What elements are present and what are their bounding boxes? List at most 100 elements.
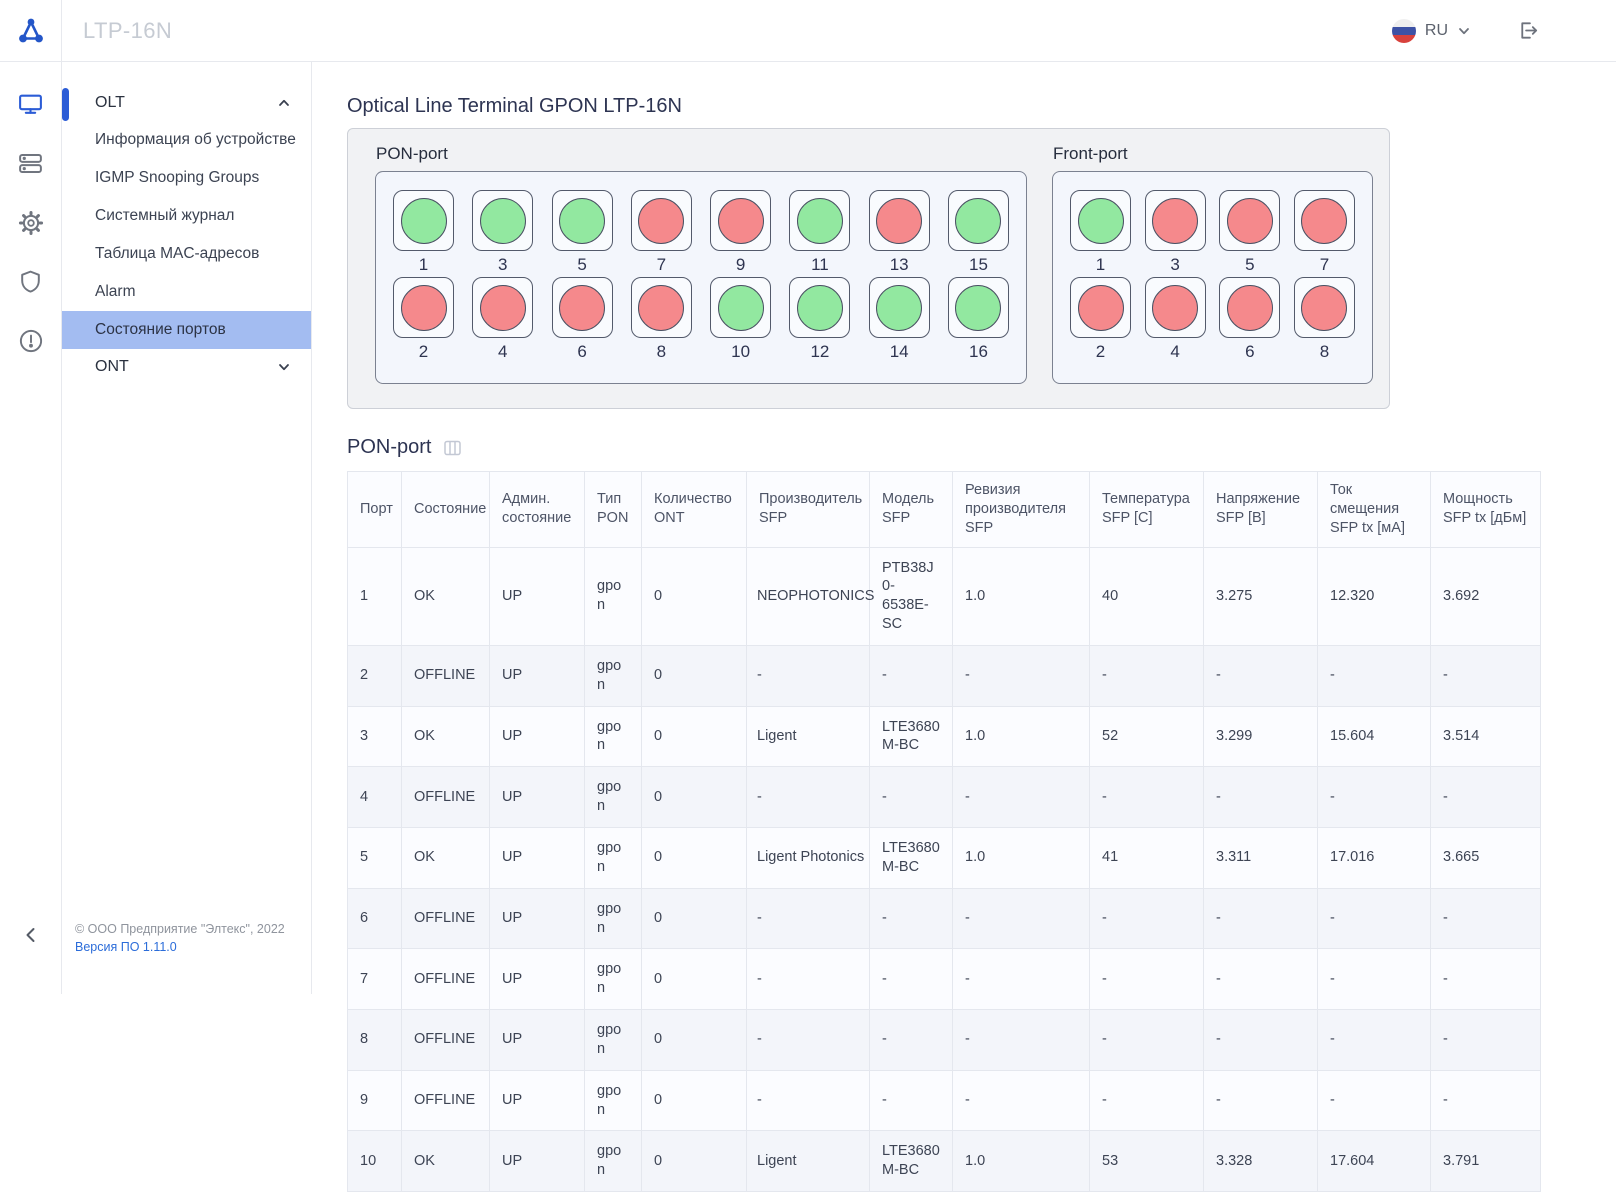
front-port-7: 7 xyxy=(1293,190,1355,277)
firmware-version-link[interactable]: Версия ПО 1.11.0 xyxy=(75,939,177,954)
logo-cell xyxy=(0,0,62,62)
port-number: 16 xyxy=(969,342,988,361)
port-number: 13 xyxy=(889,255,909,274)
table-cell: 3.791 xyxy=(1430,1130,1541,1192)
menu-section-olt[interactable]: OLT xyxy=(62,85,311,121)
table-cell: gpon xyxy=(584,546,642,646)
table-cell: OK xyxy=(401,546,490,646)
table-cell: UP xyxy=(489,826,585,889)
sidebar-item-system-log[interactable]: Системный журнал xyxy=(95,207,235,224)
table-cell: - xyxy=(1203,887,1318,950)
pon-port-15: 15 xyxy=(947,190,1009,277)
ports-overview-panel: PON-port 1 3 5 7 9 11 13 15 2 4 6 8 10 12 14 16 Front-p… xyxy=(347,128,1390,409)
table-cell: - xyxy=(952,1069,1090,1132)
front-port-4: 4 xyxy=(1144,277,1206,364)
table-cell: 0 xyxy=(641,766,747,828)
rail-item-settings[interactable] xyxy=(0,193,61,252)
language-label: RU xyxy=(1424,21,1448,39)
table-cell: 3.328 xyxy=(1203,1130,1318,1192)
table-cell: - xyxy=(869,1069,953,1132)
menu-section-ont[interactable]: ONT xyxy=(62,349,311,385)
table-cell: 4 xyxy=(347,766,402,828)
table-cell: UP xyxy=(489,1130,585,1192)
language-selector[interactable]: RU xyxy=(1391,18,1471,43)
table-cell: - xyxy=(1317,644,1431,707)
pon-port-14: 14 xyxy=(868,277,930,364)
port-led-green xyxy=(955,197,1002,244)
port-led-red xyxy=(1301,284,1348,331)
alert-circle-icon xyxy=(17,327,45,355)
table-cell: 1.0 xyxy=(952,705,1090,768)
table-cell: - xyxy=(1317,1069,1431,1132)
port-led-red xyxy=(1152,197,1199,244)
rail-item-monitoring[interactable] xyxy=(0,75,61,134)
pon-port-10: 10 xyxy=(710,277,772,364)
port-number: 5 xyxy=(577,255,587,274)
port-card xyxy=(472,190,534,251)
port-led-red xyxy=(1152,284,1199,331)
port-number: 9 xyxy=(735,255,746,274)
menu-section-olt-label: OLT xyxy=(95,94,125,111)
port-card xyxy=(789,190,851,251)
table-cell: UP xyxy=(489,766,585,828)
port-led-red xyxy=(479,284,526,331)
port-led-green xyxy=(955,284,1002,331)
table-cell: 0 xyxy=(641,705,747,768)
port-number: 6 xyxy=(577,342,587,361)
table-cell: - xyxy=(869,1009,953,1071)
port-led-red xyxy=(400,284,447,331)
columns-settings-icon[interactable] xyxy=(444,440,462,456)
port-number: 2 xyxy=(418,342,429,361)
port-led-green xyxy=(796,197,843,244)
port-number: 11 xyxy=(811,255,829,274)
pon-port-12: 12 xyxy=(789,277,851,364)
sidebar-item-igmp-snooping-groups[interactable]: IGMP Snooping Groups xyxy=(95,169,260,186)
table-cell: 0 xyxy=(641,826,747,889)
logout-button[interactable] xyxy=(1517,19,1540,42)
pon-port-4: 4 xyxy=(472,277,534,364)
port-card xyxy=(868,277,930,338)
port-led-green xyxy=(876,284,923,331)
pon-port-6: 6 xyxy=(551,277,613,364)
sidebar-collapse-button[interactable] xyxy=(0,926,61,944)
rail-item-devices[interactable] xyxy=(0,134,61,193)
pon-port-row: 1 3 5 7 9 11 13 15 xyxy=(393,190,1009,277)
sidebar-item-port-status[interactable]: Состояние портов xyxy=(62,311,311,349)
russian-flag-icon xyxy=(1391,18,1416,43)
table-cell: - xyxy=(1430,1009,1541,1071)
shield-icon xyxy=(17,268,44,295)
table-cell: - xyxy=(1089,887,1204,950)
table-cell: NEOPHOTONICS xyxy=(746,546,874,646)
port-led-red xyxy=(717,197,764,244)
table-cell: - xyxy=(1203,1009,1318,1071)
port-led-red xyxy=(1077,284,1124,331)
port-card xyxy=(551,277,613,338)
table-cell: 3.514 xyxy=(1430,705,1541,768)
rail-item-security[interactable] xyxy=(0,252,61,311)
table-cell: - xyxy=(869,766,953,828)
table-cell: 41 xyxy=(1089,826,1204,889)
pon-port-13: 13 xyxy=(868,190,930,277)
sidebar-item-mac-table[interactable]: Таблица MAC-адресов xyxy=(95,245,260,262)
chevron-down-icon xyxy=(1457,24,1471,38)
chevron-down-icon xyxy=(277,360,291,374)
front-port-5: 5 xyxy=(1219,190,1281,277)
table-cell: 7 xyxy=(347,948,402,1011)
pon-port-group: PON-port 1 3 5 7 9 11 13 15 2 4 6 8 10 12 14 16 xyxy=(375,142,1027,408)
topbar-actions: RU xyxy=(1391,18,1616,43)
table-cell: - xyxy=(952,948,1090,1011)
table-cell: LTE3680M-BC xyxy=(869,826,953,889)
port-led-red xyxy=(638,197,685,244)
table-cell: - xyxy=(1089,1009,1204,1071)
table-cell: 0 xyxy=(641,887,747,950)
table-cell: - xyxy=(1203,766,1318,828)
sidebar-item-device-info[interactable]: Информация об устройстве xyxy=(95,131,296,148)
port-led-red xyxy=(559,284,606,331)
port-card xyxy=(868,190,930,251)
port-number: 1 xyxy=(418,255,429,274)
table-cell: 1 xyxy=(347,546,402,646)
rail-item-alerts[interactable] xyxy=(0,311,61,370)
sidebar-item-alarm[interactable]: Alarm xyxy=(95,283,136,300)
table-cell: gpon xyxy=(584,766,642,828)
port-number: 3 xyxy=(498,255,508,274)
